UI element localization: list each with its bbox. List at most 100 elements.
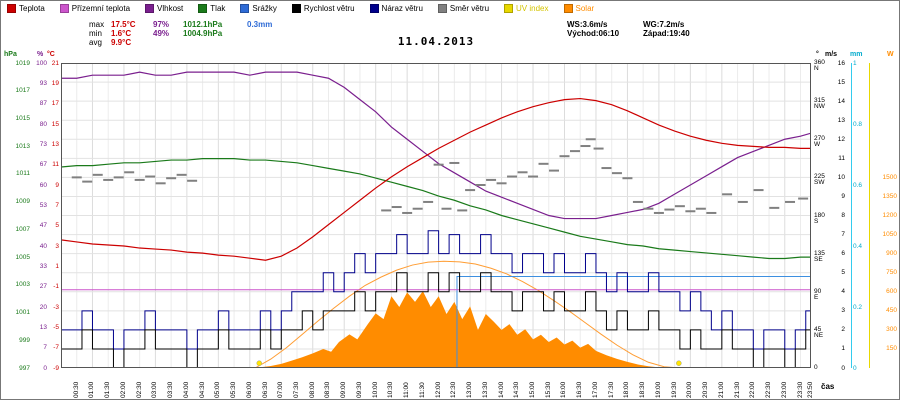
- axis-tick-label: 1: [55, 262, 59, 270]
- time-tick-label: 09:00: [340, 381, 348, 398]
- axis-tick-label: 60: [39, 181, 47, 189]
- axis-header-mm: mm: [850, 51, 863, 58]
- axis-header-hpa: hPa: [4, 51, 17, 58]
- time-tick-label: 02:30: [135, 381, 143, 398]
- axis-tick-label: 3: [55, 242, 59, 250]
- axis-tick-label: 0.2: [853, 303, 863, 311]
- time-tick-label: 20:30: [702, 381, 710, 398]
- legend-label: Srážky: [252, 4, 277, 13]
- axis-solar: 1500 1350 1200 1050 900 750 600 450 300 150: [871, 63, 897, 368]
- axis-tick-label: 27: [39, 283, 47, 291]
- legend-item: Srážky: [240, 4, 277, 13]
- legend-swatch-icon: [369, 4, 379, 13]
- axis-temperature: 21 19 17 15 13 11 9 7 5 3 1 -1 -3 -5 -7 -9: [47, 59, 59, 372]
- axis-tick-label: 750: [886, 269, 897, 277]
- legend-swatch-icon: [145, 4, 155, 13]
- sunrise-time: Východ:06:10: [567, 29, 620, 38]
- axis-tick-label: 53: [39, 201, 47, 209]
- axis-rain: 1 0.8 0.6 0.4 0.2 0: [853, 60, 867, 372]
- time-tick-label: 06:00: [245, 381, 253, 398]
- axis-tick-label: 11: [838, 154, 845, 162]
- time-tick-label: 05:00: [214, 381, 222, 398]
- legend-item: Směr větru: [437, 4, 489, 13]
- axis-tick-label: 21: [51, 59, 59, 67]
- time-tick-label: 06:30: [261, 381, 269, 398]
- axis-tick-label: 270 W: [814, 135, 825, 149]
- axis-tick-label: 13: [39, 323, 47, 331]
- axis-header-watt: W: [887, 51, 894, 58]
- axis-tick-label: 300: [886, 326, 897, 334]
- axis-tick-label: 1007: [15, 225, 30, 233]
- uv-axis-line: [869, 63, 870, 368]
- axis-tick-label: 10: [837, 173, 845, 181]
- legend-swatch-icon: [7, 4, 16, 13]
- time-tick-label: 10:00: [371, 381, 379, 398]
- time-tick-label: 01:00: [88, 381, 96, 398]
- chart-title: 11.04.2013: [397, 35, 475, 48]
- legend-swatch-icon: [563, 4, 573, 13]
- time-tick-label: 18:30: [639, 381, 647, 398]
- axis-tick-label: 1500: [882, 173, 897, 181]
- legend-item: Rychlost větru: [291, 4, 355, 13]
- time-tick-label: 00:30: [72, 381, 80, 398]
- axis-tick-label: 9: [841, 192, 845, 200]
- time-tick-label: 13:00: [466, 381, 474, 398]
- axis-tick-label: 1050: [882, 231, 897, 239]
- axis-tick-label: 6: [841, 250, 845, 258]
- time-tick-label: 17:30: [607, 381, 615, 398]
- time-tick-label: 23:50: [807, 381, 814, 398]
- legend-label: Vlhkost: [157, 4, 184, 13]
- axis-tick-label: 1: [841, 345, 845, 353]
- axis-tick-label: 0.4: [853, 242, 863, 250]
- legend-item: Tlak: [198, 4, 225, 13]
- legend-swatch-icon: [504, 4, 514, 13]
- time-tick-label: 09:30: [355, 381, 363, 398]
- time-tick-label: 02:00: [119, 381, 127, 398]
- axis-tick-label: 40: [39, 242, 47, 250]
- axis-tick-label: 1009: [15, 198, 30, 206]
- time-tick-label: 12:00: [434, 381, 442, 398]
- time-tick-label: 21:00: [717, 381, 725, 398]
- legend-label: Přízemní teplota: [71, 4, 131, 13]
- legend-swatch-icon: [437, 4, 447, 13]
- axis-tick-label: 20: [39, 303, 47, 311]
- time-tick-label: 14:30: [513, 381, 521, 398]
- time-tick-label: 03:30: [167, 381, 175, 398]
- legend-swatch-icon: [59, 4, 69, 13]
- axis-header-direction: °: [816, 51, 819, 58]
- time-tick-label: 04:00: [182, 381, 190, 398]
- min-humidity: 49%: [153, 29, 170, 38]
- time-tick-label: 19:00: [654, 381, 662, 398]
- axis-tick-label: 600: [886, 288, 897, 296]
- rain-axis-line: [851, 63, 852, 368]
- legend-item: Solar: [563, 4, 594, 13]
- axis-tick-label: 19: [51, 79, 59, 87]
- axis-tick-label: -3: [53, 303, 59, 311]
- axis-tick-label: 0: [853, 364, 857, 372]
- axis-tick-label: 1003: [15, 281, 30, 289]
- legend-swatch-icon: [291, 4, 301, 13]
- axis-tick-label: 11: [52, 161, 59, 169]
- axis-tick-label: 14: [837, 97, 845, 105]
- axis-tick-label: 13: [51, 140, 59, 148]
- time-tick-label: 19:30: [670, 381, 678, 398]
- time-tick-label: 07:30: [293, 381, 300, 398]
- time-axis-label: čas: [821, 382, 835, 391]
- axis-tick-label: 0: [43, 364, 47, 372]
- axis-tick-label: 0: [814, 364, 818, 371]
- time-tick-label: 13:30: [481, 381, 489, 398]
- axis-tick-label: 87: [39, 100, 47, 108]
- time-tick-label: 04:30: [198, 381, 206, 398]
- axis-header-percent: %: [37, 51, 44, 58]
- legend-item: Teplota: [7, 4, 45, 13]
- axis-tick-label: 100: [36, 59, 47, 67]
- axis-tick-label: 4: [841, 288, 845, 296]
- axis-tick-label: 1011: [16, 170, 30, 178]
- time-tick-label: 18:00: [623, 381, 631, 398]
- legend-label: Teplota: [19, 4, 45, 13]
- legend-swatch-icon: [240, 4, 250, 13]
- axis-tick-label: 67: [39, 161, 47, 169]
- stats-avg-row: avg 9.9°C: [89, 38, 281, 47]
- legend-label: Rychlost větru: [303, 4, 355, 13]
- axis-tick-label: 0.6: [853, 181, 863, 189]
